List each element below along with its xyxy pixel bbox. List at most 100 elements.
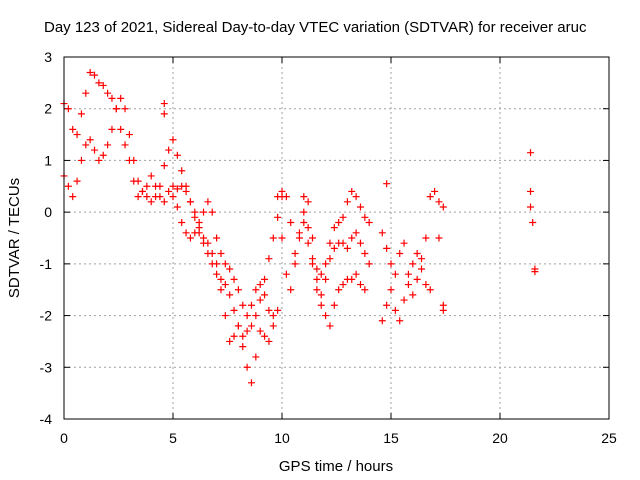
data-point-track-b	[230, 332, 238, 340]
data-point-track-g	[413, 275, 421, 283]
data-point-track-e	[295, 234, 303, 242]
data-point-track-b	[256, 327, 264, 335]
data-point-track-g	[418, 255, 426, 263]
data-point-track-f	[322, 312, 330, 320]
data-point-track-a	[160, 198, 168, 206]
data-point-track-c	[217, 250, 225, 258]
data-point-track-b	[143, 193, 151, 201]
data-point-track-f	[339, 281, 347, 289]
data-point-track-e	[330, 244, 338, 252]
data-point-track-a	[221, 281, 229, 289]
data-point-track-a	[147, 172, 155, 180]
data-point-track-e	[282, 270, 290, 278]
data-point-track-d	[317, 270, 325, 278]
data-point-isolated	[527, 203, 535, 211]
data-point-track-a	[243, 327, 251, 335]
data-point-track-a	[213, 270, 221, 278]
data-point-track-b	[165, 146, 173, 154]
data-point-track-g	[422, 234, 430, 242]
data-point-track-e	[287, 286, 295, 294]
data-point-track-g	[378, 229, 386, 237]
data-point-track-a	[217, 275, 225, 283]
data-point-track-f	[300, 218, 308, 226]
data-point-track-d	[282, 193, 290, 201]
data-point-track-b	[234, 322, 242, 330]
data-point-track-c	[239, 301, 247, 309]
data-point-track-b	[200, 234, 208, 242]
data-point-track-c	[252, 286, 260, 294]
data-point-track-d	[335, 218, 343, 226]
data-point-track-b	[217, 286, 225, 294]
data-point-track-d	[326, 239, 334, 247]
data-point-isolated	[527, 187, 535, 195]
data-point-track-a	[73, 131, 81, 139]
x-tick-label: 20	[492, 430, 508, 446]
data-point-track-b	[95, 156, 103, 164]
data-point-track-g	[431, 187, 439, 195]
y-tick-label: 0	[44, 204, 52, 220]
data-point-isolated	[527, 149, 535, 157]
data-point-track-b	[99, 151, 107, 159]
data-point-track-d	[278, 187, 286, 195]
data-point-track-c	[178, 218, 186, 226]
data-point-track-e	[304, 224, 312, 232]
data-point-track-a	[86, 69, 94, 77]
data-point-track-b	[69, 193, 77, 201]
data-point-track-a	[91, 71, 99, 79]
data-point-track-c	[204, 198, 212, 206]
data-point-track-h	[422, 281, 430, 289]
data-point-track-a	[173, 185, 181, 193]
data-point-track-b	[213, 260, 221, 268]
data-point-track-f	[361, 286, 369, 294]
data-point-track-c	[182, 229, 190, 237]
data-point-track-g	[391, 270, 399, 278]
data-point-track-e	[361, 250, 369, 258]
data-point-track-c	[169, 193, 177, 201]
data-point-track-b	[77, 156, 85, 164]
data-point-track-d	[300, 193, 308, 201]
data-point-track-g	[439, 203, 447, 211]
data-point-track-b	[91, 146, 99, 154]
data-point-track-c	[208, 208, 216, 216]
data-point-track-a	[165, 187, 173, 195]
data-point-track-d	[352, 193, 360, 201]
data-point-track-c	[226, 265, 234, 273]
data-point-track-c	[261, 291, 269, 299]
data-point-track-b	[160, 162, 168, 170]
data-point-track-e	[291, 260, 299, 268]
data-point-track-d	[309, 234, 317, 242]
data-point-track-e	[343, 244, 351, 252]
data-point-track-b	[173, 151, 181, 159]
data-point-track-a	[99, 81, 107, 89]
data-point-isolated	[529, 218, 537, 226]
data-point-track-c	[186, 234, 194, 242]
data-point-track-h	[400, 296, 408, 304]
data-point-track-g	[396, 250, 404, 258]
data-point-track-h	[404, 281, 412, 289]
data-point-track-f	[304, 239, 312, 247]
data-point-track-c	[191, 229, 199, 237]
data-point-track-b	[247, 379, 255, 387]
data-point-track-c	[173, 203, 181, 211]
data-point-track-b	[112, 105, 120, 113]
y-tick-label: 2	[44, 101, 52, 117]
data-point-track-a	[134, 193, 142, 201]
data-point-track-d	[339, 213, 347, 221]
y-tick-label: -4	[40, 411, 53, 427]
data-point-track-c	[256, 281, 264, 289]
data-point-track-b	[64, 182, 72, 190]
data-point-track-c	[265, 306, 273, 314]
data-point-track-h	[426, 286, 434, 294]
data-point-track-a	[121, 141, 129, 149]
data-point-track-g	[383, 244, 391, 252]
data-point-track-d	[291, 250, 299, 258]
chart-title: Day 123 of 2021, Sidereal Day-to-day VTE…	[44, 19, 587, 36]
data-point-track-b	[117, 94, 125, 102]
data-point-track-b	[261, 332, 269, 340]
data-point-track-f	[317, 291, 325, 299]
data-point-track-a	[261, 275, 269, 283]
data-point-track-a	[169, 182, 177, 190]
gridlines	[64, 57, 609, 419]
y-tick-label: -2	[40, 308, 53, 324]
